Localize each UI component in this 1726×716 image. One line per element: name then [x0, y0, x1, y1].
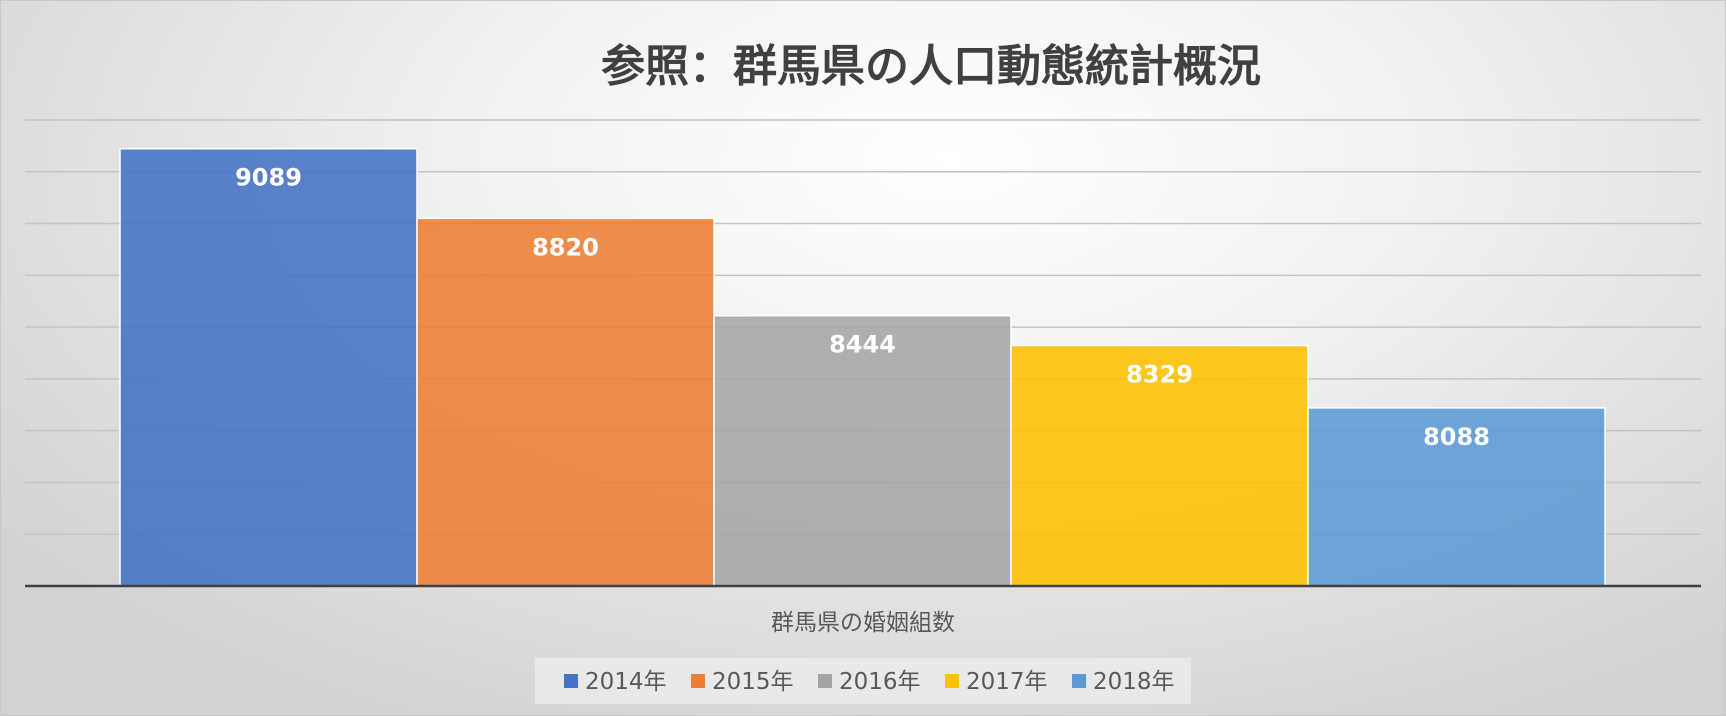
legend-label: 2018年	[1093, 669, 1175, 695]
legend-swatch	[564, 674, 578, 688]
chart-title: 参照：群馬県の人口動態統計概況	[601, 41, 1261, 92]
bar-2017年	[1010, 344, 1309, 587]
data-labels: 9089 8820 8444 8329 8088	[235, 164, 1490, 451]
legend-swatch	[1072, 674, 1086, 688]
data-label-2017年: 8329	[1126, 360, 1193, 388]
legend-swatch	[818, 674, 832, 688]
legend-item-2014年[interactable]: 2014年	[564, 669, 667, 695]
data-label-2015年: 8820	[532, 233, 599, 261]
data-label-2014年: 9089	[235, 164, 302, 192]
legend-label: 2017年	[966, 669, 1048, 695]
legend-item-2017年[interactable]: 2017年	[945, 669, 1048, 695]
bars	[119, 147, 1606, 587]
data-label-2016年: 8444	[829, 331, 896, 359]
legend-label: 2015年	[712, 669, 794, 695]
data-label-2018年: 8088	[1423, 423, 1490, 451]
legend-swatch	[945, 674, 959, 688]
bar-2015年	[416, 217, 715, 587]
legend[interactable]: 2014年 2015年 2016年 2017年 2018年	[564, 669, 1175, 695]
legend-item-2016年[interactable]: 2016年	[818, 669, 921, 695]
legend-swatch	[691, 674, 705, 688]
legend-label: 2014年	[585, 669, 667, 695]
legend-item-2018年[interactable]: 2018年	[1072, 669, 1175, 695]
category-label: 群馬県の婚姻組数	[771, 610, 955, 636]
legend-label: 2016年	[839, 669, 921, 695]
bar-2014年	[119, 147, 418, 587]
legend-item-2015年[interactable]: 2015年	[691, 669, 794, 695]
